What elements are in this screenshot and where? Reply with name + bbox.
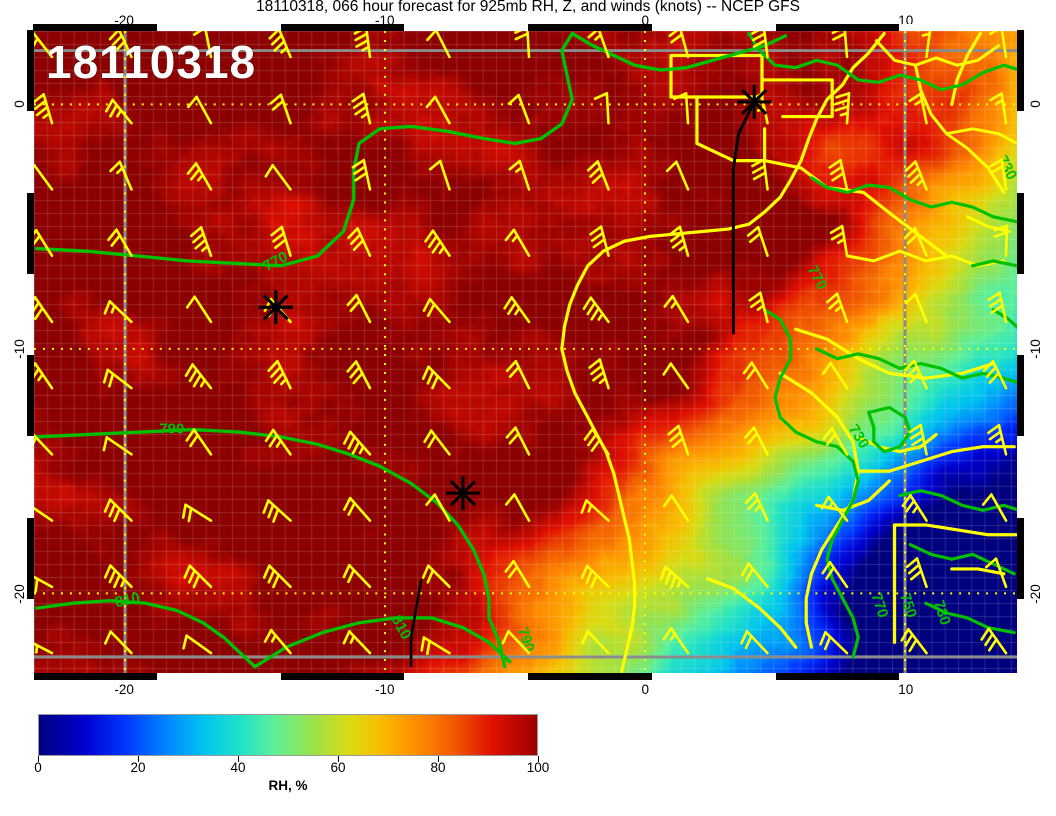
axis-x-tick-0: -20 <box>114 682 134 697</box>
tick-segment <box>33 673 157 680</box>
tick-segment <box>27 30 34 112</box>
axis-right-labels: 0 -10 -20 <box>1026 30 1052 680</box>
axis-left-labels: 0 -10 -20 <box>3 30 29 680</box>
colorbar-tick-label-4: 80 <box>430 760 446 775</box>
colorbar-tick <box>538 756 539 762</box>
tick-segment <box>27 355 34 437</box>
tick-segment <box>775 673 900 680</box>
axis-right-tickbar <box>1017 30 1024 680</box>
map-plot-area[interactable]: 770 790 810 810 790 770 730 770 750 730 730 181103… <box>33 30 1023 680</box>
tick-segment <box>528 673 652 680</box>
colorbar-tick <box>438 756 439 762</box>
page-title: 18110318, 066 hour forecast for 925mb RH… <box>256 0 800 15</box>
tick-segment <box>1017 192 1024 274</box>
colorbar-tick <box>138 756 139 762</box>
colorbar-tick-label-0: 0 <box>34 760 42 775</box>
axis-top-tickbar <box>33 24 1023 31</box>
axis-y-tick-0: 0 <box>1028 99 1043 108</box>
axis-y-tick-1: -10 <box>12 339 27 359</box>
axis-y-tick-2: -20 <box>1028 584 1043 604</box>
rh-field-canvas <box>34 31 1022 679</box>
tick-segment <box>27 192 34 274</box>
colorbar-tick-label-5: 100 <box>526 760 550 775</box>
colorbar-tick <box>238 756 239 762</box>
tick-segment <box>280 24 405 31</box>
tick-segment <box>1017 30 1024 112</box>
axis-x-tick-2: 0 <box>641 13 649 28</box>
axis-bottom-tickbar <box>33 673 1023 680</box>
colorbar-tick <box>338 756 339 762</box>
colorbar-tick <box>38 756 39 762</box>
axis-x-tick-2: 0 <box>641 682 649 697</box>
axis-bottom-labels: -20 -10 0 10 <box>33 682 1023 697</box>
tick-segment <box>1017 355 1024 437</box>
axis-y-tick-2: -20 <box>12 584 27 604</box>
axis-x-tick-3: 10 <box>898 682 914 697</box>
axis-y-tick-0: 0 <box>12 99 27 108</box>
axis-left-tickbar <box>27 30 34 680</box>
tick-segment <box>1017 517 1024 599</box>
colorbar-tick-label-2: 40 <box>230 760 246 775</box>
colorbar <box>38 714 538 756</box>
tick-segment <box>27 517 34 599</box>
colorbar-tick-label-1: 20 <box>130 760 146 775</box>
colorbar-tick-labels: 0 20 40 60 80 100 <box>34 760 549 778</box>
colorbar-gradient <box>38 714 538 756</box>
tick-segment <box>33 24 157 31</box>
colorbar-ticks <box>38 756 539 766</box>
tick-segment <box>775 24 900 31</box>
colorbar-title: RH, % <box>268 778 308 793</box>
tick-segment <box>528 24 652 31</box>
axis-x-tick-1: -10 <box>374 682 395 697</box>
axis-y-tick-1: -10 <box>1028 339 1043 359</box>
tick-segment <box>280 673 405 680</box>
date-stamp-overlay: 18110318 <box>46 36 257 88</box>
colorbar-tick-label-3: 60 <box>330 760 346 775</box>
